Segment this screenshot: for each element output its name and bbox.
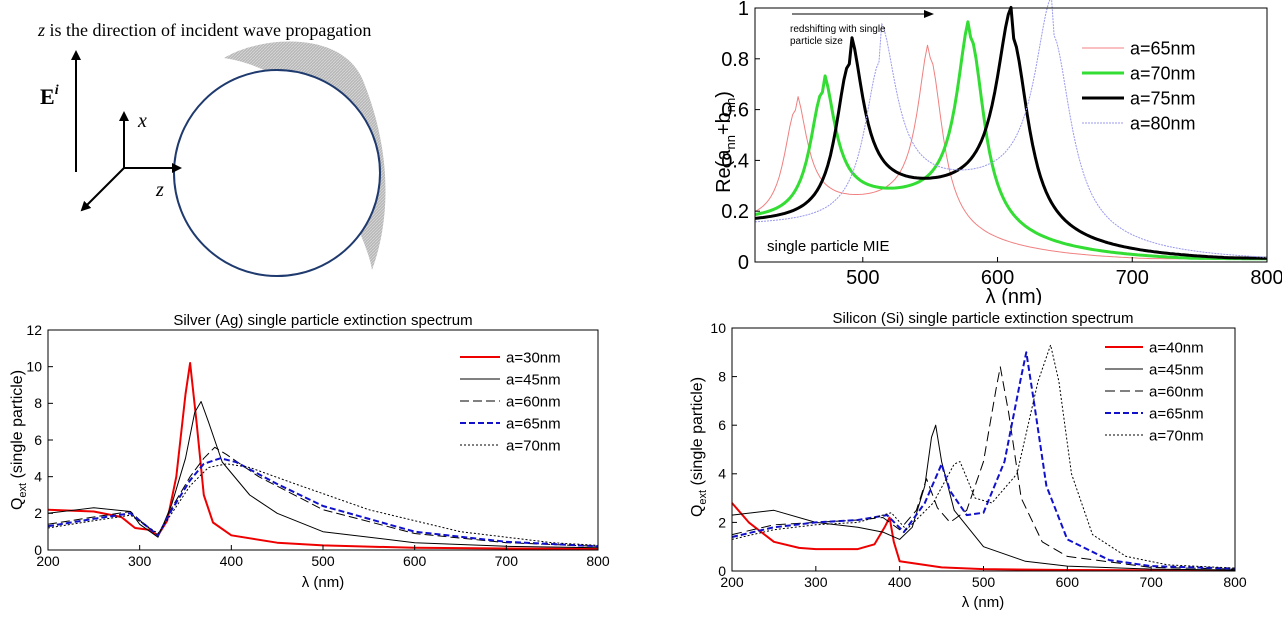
x-tick-label: 500 [972, 574, 996, 590]
chart-annotation: single particle MIE [767, 238, 890, 255]
y-tick-label: 0.2 [721, 201, 749, 223]
x-tick-label: 400 [888, 574, 912, 590]
series-line-a=45nm [731, 424, 1236, 571]
x-tick-label: 800 [1223, 574, 1247, 590]
x-axis-label: x [137, 110, 147, 132]
y-tick-label: 8 [718, 369, 726, 385]
series-line-a=70nm [754, 20, 1267, 261]
y-tick-label: 2 [718, 514, 726, 530]
x-tick-label: 400 [220, 553, 244, 569]
series-line-a=45nm [47, 401, 599, 549]
y-tick-label: 0 [718, 563, 726, 579]
legend-label: a=75nm [1130, 88, 1196, 108]
chart-title: Silver (Ag) single particle extinction s… [173, 312, 472, 329]
legend-label: a=45nm [1149, 361, 1204, 378]
schematic-caption: z is the direction of incident wave prop… [37, 20, 371, 40]
x-tick-label: 300 [804, 574, 828, 590]
x-axis-label: λ (nm) [962, 594, 1005, 611]
x-axis-label: λ (nm) [986, 286, 1043, 305]
x-tick-label: 700 [1139, 574, 1163, 590]
redshift-text-2: particle size [790, 36, 843, 47]
x-axis-label: λ (nm) [302, 574, 345, 591]
series-line-a=60nm [47, 446, 599, 547]
x-tick-label: 200 [36, 553, 60, 569]
z-axis-label: z [155, 179, 164, 201]
legend-label: a=60nm [506, 393, 561, 410]
y-axis-label: Qext (single particle) [689, 377, 709, 517]
silver-extinction-chart: Silver (Ag) single particle extinction s… [9, 312, 610, 591]
legend-label: a=65nm [1149, 405, 1204, 422]
series-line-a=70nm [47, 463, 599, 546]
legend-label: a=70nm [1149, 427, 1204, 444]
x-tick-label: 700 [495, 553, 519, 569]
legend-label: a=70nm [1130, 63, 1196, 83]
mie-coefficient-chart: 500 600 700 800 0 0.2 0.4 0.6 0.8 1 Re(ann+bnn) λ… [713, 0, 1282, 305]
y-tick-label: 0.8 [721, 49, 749, 71]
y-tick-label: 0.4 [721, 150, 749, 172]
x-tick-label: 500 [311, 553, 335, 569]
chart-title: Silicon (Si) single particle extinction … [833, 310, 1134, 327]
series-line-a=30nm [47, 362, 599, 550]
x-tick-label: 600 [981, 267, 1014, 289]
y-tick-label: 0 [34, 542, 42, 558]
y-tick-label: 6 [718, 417, 726, 433]
y-tick-label: 6 [34, 432, 42, 448]
y-axis-label: Qext (single particle) [9, 370, 29, 510]
x-tick-label: 800 [1250, 267, 1282, 289]
series-line-a=75nm [754, 5, 1267, 260]
x-tick-label: 300 [128, 553, 152, 569]
series-line-a=60nm [731, 366, 1236, 570]
legend-label: a=40nm [1149, 339, 1204, 356]
silicon-extinction-chart: Silicon (Si) single particle extinction … [689, 310, 1247, 611]
y-axis-arrow [80, 167, 125, 212]
y-tick-label: 1 [738, 0, 749, 20]
series-line-a=80nm [754, 0, 1268, 258]
series-line-a=40nm [731, 502, 1236, 572]
redshift-text-1: redshifting with single [790, 24, 886, 35]
x-tick-label: 600 [403, 553, 427, 569]
x-tick-label: 700 [1116, 267, 1149, 289]
plot-frame [754, 7, 1268, 263]
x-tick-label: 200 [720, 574, 744, 590]
y-tick-label: 10 [710, 320, 726, 336]
incident-wave-schematic: z is the direction of incident wave prop… [37, 20, 386, 277]
legend-label: a=45nm [506, 371, 561, 388]
x-tick-label: 600 [1056, 574, 1080, 590]
field-label: Ei [40, 83, 59, 109]
y-tick-label: 0 [738, 252, 749, 274]
y-tick-label: 8 [34, 395, 42, 411]
series-line-a=70nm [731, 344, 1236, 569]
y-tick-label: 10 [26, 359, 42, 375]
y-tick-label: 0.6 [721, 100, 749, 122]
x-tick-label: 800 [586, 553, 610, 569]
y-axis-label: Re(ann+bnn) [713, 91, 738, 193]
legend-label: a=65nm [1130, 38, 1196, 58]
legend-label: a=80nm [1130, 113, 1196, 133]
series-line-a=65nm [731, 351, 1236, 570]
x-tick-label: 500 [846, 267, 879, 289]
y-tick-label: 4 [718, 466, 726, 482]
legend-label: a=65nm [506, 415, 561, 432]
legend-label: a=60nm [1149, 383, 1204, 400]
y-tick-label: 2 [34, 505, 42, 521]
y-tick-label: 12 [26, 322, 42, 338]
series-line-a=65nm [47, 457, 599, 548]
y-tick-label: 4 [34, 469, 42, 485]
particle-circle [173, 69, 381, 277]
legend-label: a=70nm [506, 437, 561, 454]
legend-label: a=30nm [506, 349, 561, 366]
